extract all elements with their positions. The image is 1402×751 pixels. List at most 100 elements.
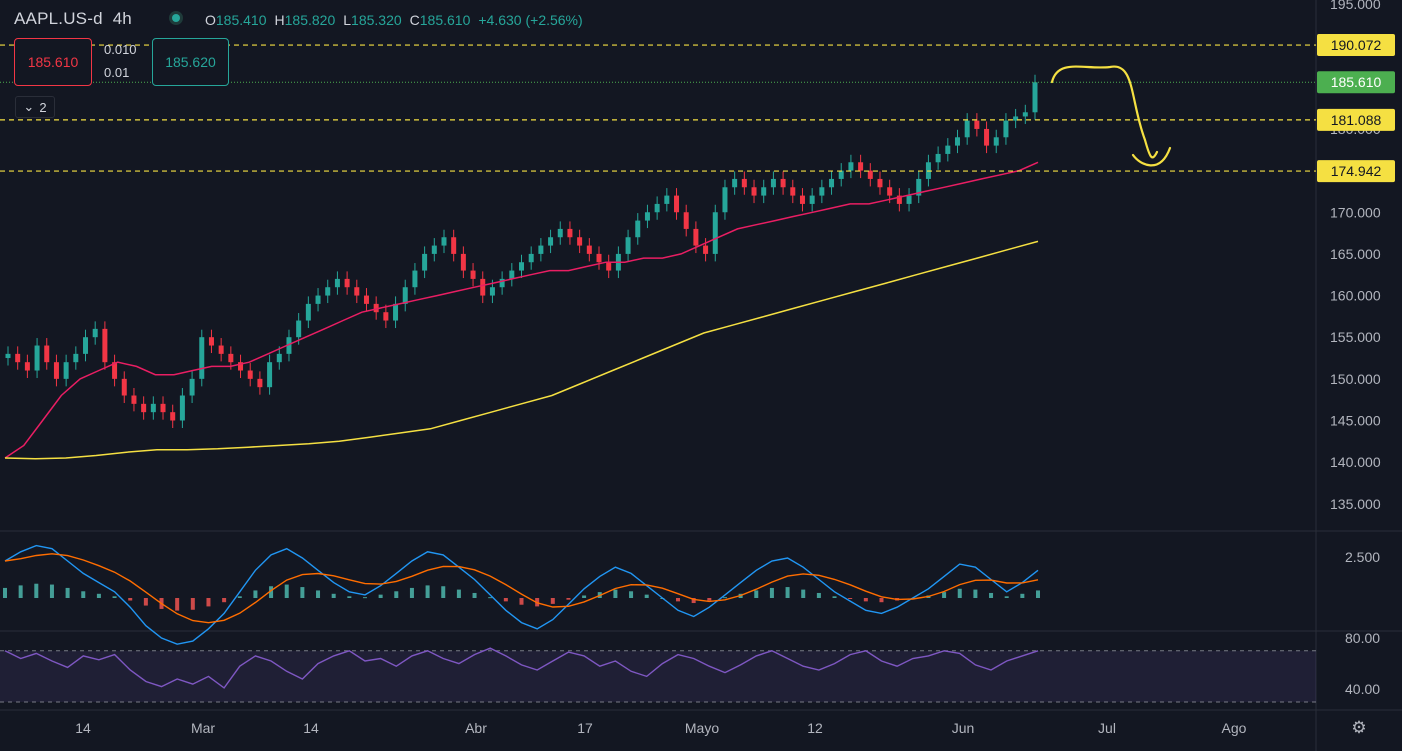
candle-body: [208, 337, 214, 346]
candle-body: [1022, 112, 1028, 117]
macd-histogram-bar: [253, 590, 258, 598]
moving-average-fast: [4, 161, 1039, 459]
candle-body: [34, 345, 40, 371]
macd-histogram-bar: [206, 598, 211, 607]
last-price-label: 185.610: [1331, 74, 1382, 90]
change-value: +4.630 (+2.56%): [478, 12, 583, 28]
candle-body: [267, 362, 273, 388]
x-tick-label: 14: [75, 720, 91, 736]
candle-body: [984, 128, 990, 146]
candle-body: [160, 403, 166, 413]
candle-body: [1032, 82, 1038, 113]
macd-histogram-bar: [942, 592, 947, 598]
candle-body: [993, 137, 999, 146]
macd-histogram-bar: [1036, 590, 1040, 598]
candle-body: [83, 337, 89, 354]
macd-histogram-bar: [269, 586, 274, 598]
candle-body: [441, 237, 447, 246]
macd-histogram-bar: [3, 587, 7, 598]
candle-body: [683, 212, 689, 229]
candle-body: [887, 187, 893, 196]
macd-histogram-bar: [801, 589, 806, 598]
candle-body: [693, 228, 699, 246]
macd-histogram-bar: [973, 589, 978, 598]
candle-body: [567, 228, 573, 238]
timeframe[interactable]: 4h: [112, 9, 132, 28]
macd-histogram-bar: [347, 596, 352, 598]
macd-histogram-bar: [676, 598, 681, 602]
candle-body: [296, 320, 302, 338]
candle-body: [674, 195, 680, 213]
candle-body: [770, 178, 776, 188]
high-value: 185.820: [284, 12, 336, 28]
level-label: 181.088: [1331, 112, 1382, 128]
candle-body: [480, 278, 486, 296]
macd-histogram-bar: [503, 598, 508, 602]
candle-body: [703, 245, 709, 254]
buy-button[interactable]: 185.620: [152, 38, 229, 86]
macd-histogram-bar: [441, 586, 446, 598]
x-tick-label: Ago: [1222, 720, 1247, 736]
macd-histogram-bar: [1020, 593, 1025, 598]
y-tick-label: 150.000: [1330, 371, 1381, 387]
candle-body: [896, 195, 902, 204]
x-tick-label: Abr: [465, 720, 487, 736]
macd-histogram-bar: [832, 596, 837, 598]
macd-histogram-bar: [863, 598, 868, 602]
indicators-toggle-button[interactable]: ⌄ 2: [15, 96, 55, 118]
candle-body: [945, 145, 951, 154]
y-tick-label: 195.000: [1330, 0, 1381, 12]
macd-histogram-bar: [472, 592, 477, 598]
candle-body: [44, 345, 50, 363]
rsi-line: [4, 647, 1039, 689]
x-tick-label: Jul: [1098, 720, 1116, 736]
gear-icon[interactable]: ⚙: [1351, 718, 1367, 737]
candle-body: [499, 278, 505, 288]
candle-body: [247, 370, 253, 379]
macd-histogram-bar: [707, 598, 712, 601]
candle-body: [596, 253, 602, 263]
sell-button[interactable]: 185.610: [14, 38, 92, 86]
candle-body: [402, 287, 408, 304]
moving-average-slow: [4, 240, 1039, 460]
candle-body: [548, 237, 554, 246]
macd-histogram-bar: [143, 598, 148, 606]
lot-size[interactable]: 0.01: [104, 65, 130, 80]
macd-histogram-bar: [362, 597, 367, 599]
macd-histogram-bar: [112, 596, 117, 598]
x-tick-label: Jun: [952, 720, 975, 736]
candle-body: [528, 253, 534, 263]
macd-histogram-bar: [96, 593, 101, 598]
macd-histogram-bar: [49, 584, 54, 598]
candle-body: [712, 212, 718, 254]
candle-body: [63, 362, 69, 379]
y-tick-label: 160.000: [1330, 288, 1381, 304]
macd-histogram-bar: [879, 598, 884, 603]
projection-drawing: [1050, 65, 1172, 167]
low-value: 185.320: [351, 12, 402, 28]
candle-body: [858, 162, 864, 171]
x-tick-label: 12: [807, 720, 823, 736]
macd-histogram-bar: [81, 591, 86, 598]
candle-body: [373, 303, 379, 313]
candle-body: [393, 303, 399, 321]
macd-histogram-bar: [128, 598, 133, 601]
level-label-bg: [1317, 34, 1395, 57]
macd-histogram-bar: [769, 587, 774, 598]
symbol-header[interactable]: AAPL.US-d 4h: [14, 9, 132, 29]
candle-body: [121, 378, 127, 396]
chevron-down-icon: ⌄: [23, 99, 35, 114]
candle-body: [460, 253, 466, 271]
level-label-bg: [1317, 108, 1395, 131]
macd-histogram-bar: [378, 594, 383, 598]
candle-body: [790, 187, 796, 196]
candle-body: [916, 178, 922, 196]
macd-histogram-bar: [65, 587, 70, 598]
candle-body: [780, 178, 786, 188]
candle-body: [112, 362, 118, 379]
candle-body: [412, 270, 418, 288]
candle-body: [344, 278, 350, 288]
candle-body: [664, 195, 670, 204]
candle-body: [751, 187, 757, 196]
